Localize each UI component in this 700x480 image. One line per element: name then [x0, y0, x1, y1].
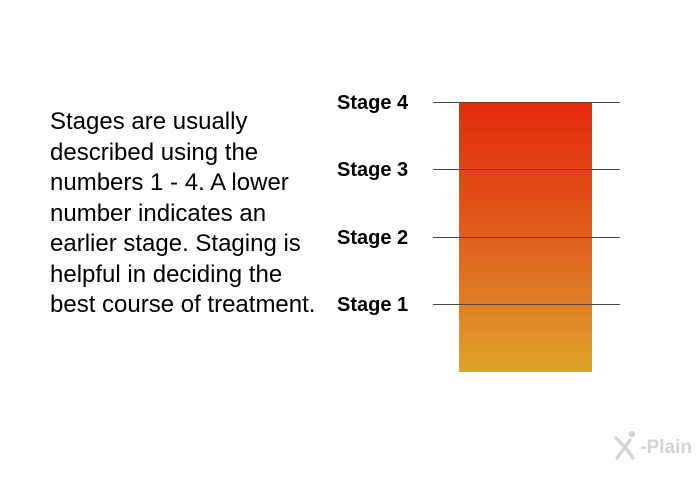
stage-1-tick-line	[433, 304, 620, 305]
stage-4-tick-line	[433, 102, 620, 103]
stage-3-tick-line	[433, 169, 620, 170]
stage-2-tick-line	[433, 237, 620, 238]
stage-2-label: Stage 2	[337, 227, 409, 249]
stage-3-label: Stage 3	[337, 159, 409, 181]
logo-text: -Plain	[640, 437, 692, 458]
x-plain-logo: -Plain	[612, 430, 692, 466]
x-plain-figure-icon	[612, 430, 638, 466]
description-text: Stages are usually described using the n…	[50, 108, 316, 318]
stage-4-label: Stage 4	[337, 92, 409, 114]
stage-1-label: Stage 1	[337, 294, 409, 316]
